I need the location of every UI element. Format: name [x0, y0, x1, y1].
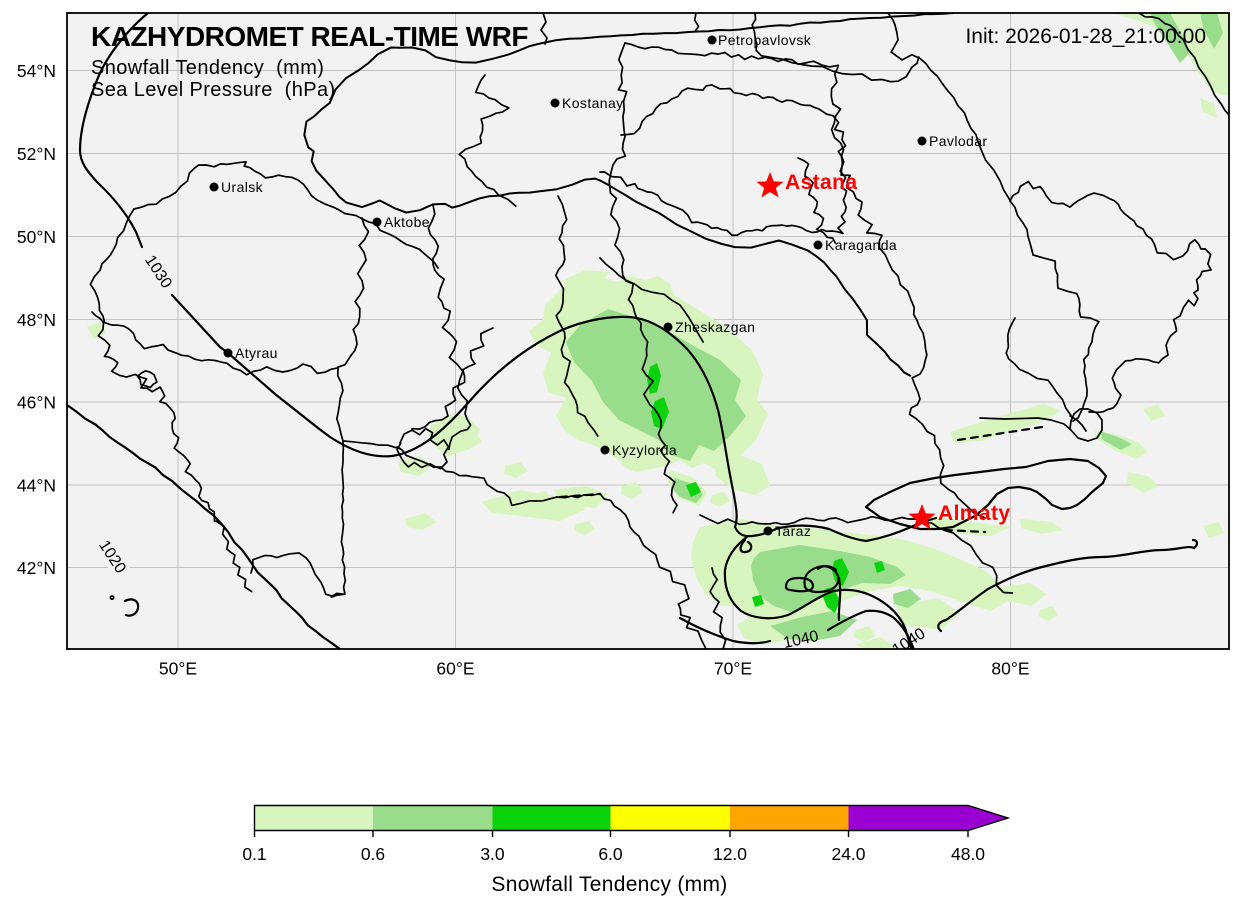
- svg-text:Snowfall Tendency (mm): Snowfall Tendency (mm): [491, 873, 727, 896]
- svg-text:Petropavlovsk: Petropavlovsk: [718, 32, 812, 48]
- svg-text:54°N: 54°N: [17, 61, 56, 81]
- svg-text:1040: 1040: [782, 628, 820, 652]
- svg-text:Almaty: Almaty: [938, 502, 1010, 525]
- svg-text:Uralsk: Uralsk: [221, 179, 264, 195]
- svg-text:KAZHYDROMET REAL-TIME WRF: KAZHYDROMET REAL-TIME WRF: [91, 21, 528, 52]
- svg-text:48°N: 48°N: [17, 310, 56, 330]
- svg-text:Aktobe: Aktobe: [384, 214, 430, 230]
- svg-text:Astana: Astana: [785, 171, 857, 194]
- svg-text:Kyzylorda: Kyzylorda: [612, 442, 677, 458]
- svg-text:50°E: 50°E: [159, 659, 197, 679]
- svg-text:46°N: 46°N: [17, 393, 56, 413]
- svg-text:Kostanay: Kostanay: [562, 95, 624, 111]
- svg-text:Sea Level Pressure (hPa): Sea Level Pressure (hPa): [91, 79, 336, 101]
- svg-text:12.0: 12.0: [713, 844, 747, 864]
- svg-text:44°N: 44°N: [17, 476, 56, 496]
- svg-text:48.0: 48.0: [951, 844, 985, 864]
- svg-text:Atyrau: Atyrau: [235, 345, 278, 361]
- svg-text:0.1: 0.1: [242, 844, 266, 864]
- svg-text:24.0: 24.0: [831, 844, 865, 864]
- svg-text:3.0: 3.0: [480, 844, 505, 864]
- svg-text:42°N: 42°N: [17, 558, 56, 578]
- svg-text:60°E: 60°E: [436, 659, 474, 679]
- svg-text:6.0: 6.0: [598, 844, 623, 864]
- svg-text:70°E: 70°E: [714, 659, 752, 679]
- svg-text:52°N: 52°N: [17, 144, 56, 164]
- svg-text:Zheskazgan: Zheskazgan: [675, 319, 755, 335]
- svg-text:Pavlodar: Pavlodar: [929, 133, 987, 149]
- svg-text:0.6: 0.6: [361, 844, 385, 864]
- svg-text:Init: 2026-01-28_21:00:00: Init: 2026-01-28_21:00:00: [965, 25, 1206, 48]
- svg-text:Taraz: Taraz: [775, 523, 811, 539]
- svg-text:80°E: 80°E: [991, 659, 1029, 679]
- svg-text:Snowfall Tendency (mm): Snowfall Tendency (mm): [91, 57, 324, 79]
- svg-text:Karaganda: Karaganda: [825, 237, 897, 253]
- svg-text:50°N: 50°N: [17, 227, 56, 247]
